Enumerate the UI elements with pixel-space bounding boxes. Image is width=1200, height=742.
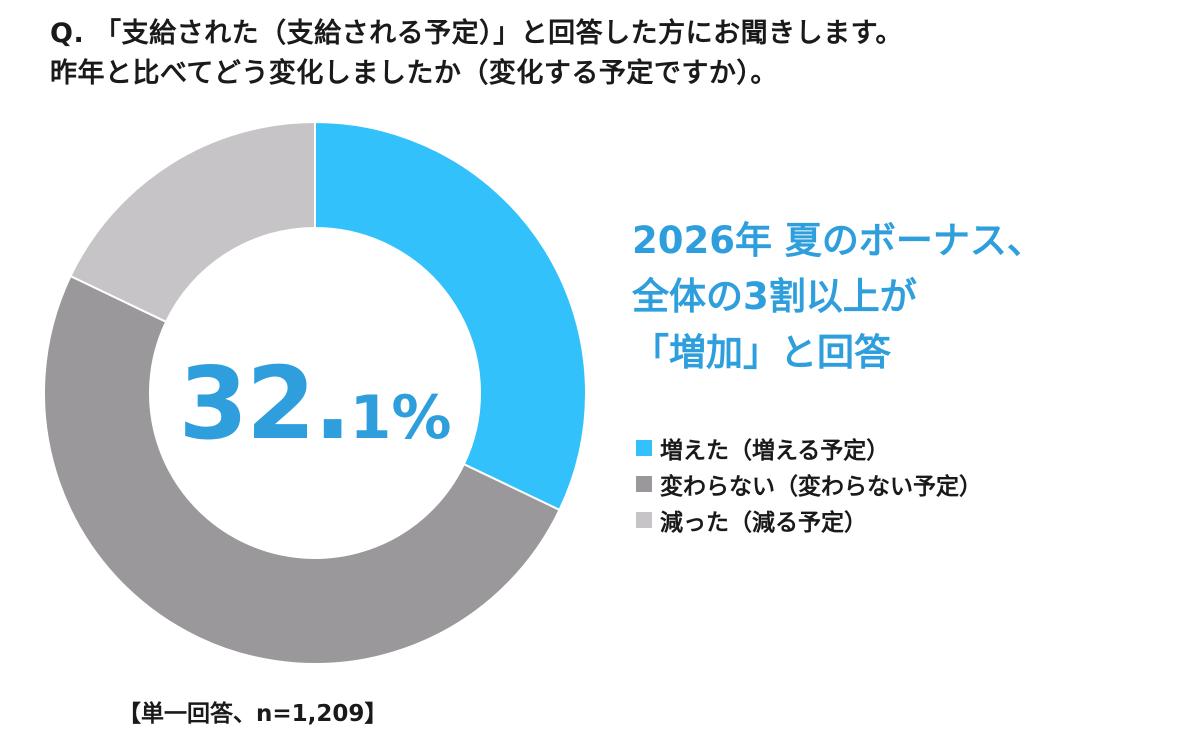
headline-line-3: 「増加」と回答: [632, 331, 891, 374]
donut-slice-same: [43, 274, 561, 665]
question: Q. 「支給された（支給される予定）」と回答した方にお聞きします。 昨年と比べて…: [50, 14, 1170, 94]
legend-label-same: 変わらない（変わらない予定）: [660, 474, 982, 500]
legend-swatch-increase: [636, 440, 652, 456]
center-percentage: 32.1%: [150, 345, 480, 462]
question-line-1: Q. 「支給された（支給される予定）」と回答した方にお聞きします。: [50, 18, 903, 49]
headline-line-2: 全体の3割以上が: [632, 275, 917, 318]
donut-slice-increase: [314, 120, 587, 512]
legend: 増えた（増える予定） 変わらない（変わらない予定） 減った（減る予定）: [636, 430, 982, 538]
donut-slice-decrease: [69, 120, 316, 324]
legend-label-decrease: 減った（減る予定）: [660, 510, 867, 536]
legend-item-increase: 増えた（増える予定）: [636, 430, 982, 466]
headline-line-1: 2026年 夏のボーナス、: [632, 219, 1044, 262]
legend-item-same: 変わらない（変わらない予定）: [636, 466, 982, 502]
legend-label-increase: 増えた（増える予定）: [660, 438, 890, 464]
legend-swatch-same: [636, 476, 652, 492]
question-line-2: 昨年と比べてどう変化しましたか（変化する予定ですか）。: [50, 58, 778, 89]
sample-footnote: 【単一回答、n=1,209】: [118, 701, 388, 727]
center-value-int: 32.: [178, 345, 351, 462]
center-value-dec: 1%: [349, 383, 452, 453]
legend-swatch-decrease: [636, 512, 652, 528]
headline: 2026年 夏のボーナス、 全体の3割以上が 「増加」と回答: [632, 213, 1044, 381]
legend-item-decrease: 減った（減る予定）: [636, 502, 982, 538]
donut-chart: [43, 120, 587, 665]
